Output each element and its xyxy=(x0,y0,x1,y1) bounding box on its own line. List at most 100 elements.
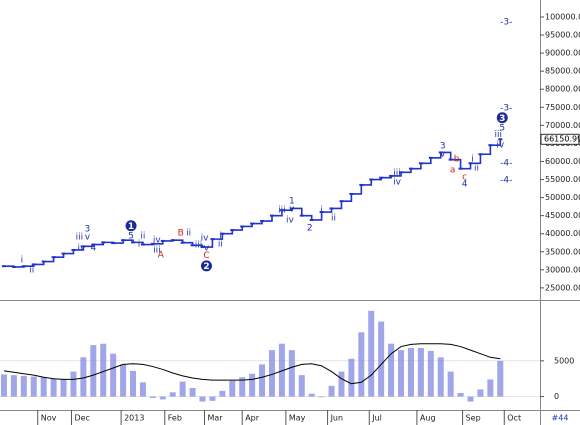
oscillator-bar xyxy=(368,310,375,397)
price-dash xyxy=(339,200,344,203)
price-dash xyxy=(379,176,384,179)
wave-label: 1 xyxy=(128,222,134,232)
x-tick-label: Jul xyxy=(371,414,382,423)
oscillator-bar xyxy=(288,350,295,397)
oscillator-bar xyxy=(0,374,7,397)
y-tick-label: 50000.00 xyxy=(545,193,580,202)
y-tick-label: 100000.00 xyxy=(545,12,580,21)
wave-label: i xyxy=(21,256,24,266)
y-tick-label: 45000.00 xyxy=(545,211,580,220)
y-tick-label: 0 xyxy=(554,392,559,401)
y-tick-label: 95000.00 xyxy=(545,31,580,40)
price-dash xyxy=(200,246,205,249)
oscillator-bar xyxy=(328,385,335,397)
price-dash xyxy=(389,174,394,177)
wave-label: v xyxy=(204,243,210,253)
wave-label: 2 xyxy=(203,262,209,272)
oscillator-bar xyxy=(417,348,424,397)
oscillator-bar xyxy=(388,343,395,397)
wave-label: 4 xyxy=(462,179,468,189)
y-tick-label: 80000.00 xyxy=(545,85,580,94)
oscillator-bar xyxy=(40,377,47,397)
oscillator-bar xyxy=(90,345,97,397)
wave-label: iv xyxy=(201,234,210,244)
wave-label: b xyxy=(454,154,460,164)
wave-circle xyxy=(125,220,137,232)
price-dash xyxy=(71,248,76,251)
oscillator-bar xyxy=(179,381,186,397)
price-dash xyxy=(101,241,106,244)
wave-label: iv xyxy=(286,215,295,225)
price-dash xyxy=(428,156,433,159)
oscillator-bar xyxy=(348,358,355,397)
oscillator-bar xyxy=(467,396,474,402)
oscillator-bar xyxy=(20,375,27,397)
price-dash xyxy=(458,167,463,170)
price-dash xyxy=(359,183,364,186)
price-dash xyxy=(61,252,66,255)
x-tick-label: Aug xyxy=(420,414,436,423)
price-dash xyxy=(41,260,46,263)
oscillator-bar xyxy=(110,353,117,397)
price-dash xyxy=(111,242,116,245)
wave-label: 3 xyxy=(84,225,90,235)
wave-label: C xyxy=(203,251,209,261)
wave-label: ii xyxy=(218,239,223,249)
wave-label: v xyxy=(440,149,446,159)
price-dash xyxy=(250,222,255,225)
wave-label: -4- xyxy=(500,175,512,185)
oscillator-bar xyxy=(139,382,146,397)
price-dash xyxy=(399,171,404,174)
y-tick-label: 25000.00 xyxy=(545,283,580,292)
last-value-box xyxy=(540,133,580,145)
price-dash xyxy=(240,225,245,228)
oscillator-bar xyxy=(60,379,67,397)
oscillator-bar xyxy=(30,376,37,397)
wave-label: 3 xyxy=(499,114,505,124)
price-dash xyxy=(468,162,473,165)
wave-label: ii xyxy=(474,163,479,173)
oscillator-bar xyxy=(239,377,246,397)
wave-label: 3 xyxy=(440,141,446,151)
price-dash xyxy=(418,162,423,165)
price-dash xyxy=(1,265,6,268)
price-dash xyxy=(329,207,334,210)
oscillator-bar xyxy=(298,375,305,397)
oscillator-bar xyxy=(209,396,216,401)
oscillator-bar xyxy=(487,379,494,397)
oscillator-bar xyxy=(199,396,206,402)
wave-circle xyxy=(200,260,212,272)
wave-label: i xyxy=(219,231,222,241)
wave-label: 4 xyxy=(90,243,96,253)
oscillator-bar xyxy=(219,390,226,397)
y-tick-label: 40000.00 xyxy=(545,229,580,238)
wave-label: 5 xyxy=(499,123,505,133)
oscillator-bar xyxy=(80,357,87,397)
oscillator-bar xyxy=(398,350,405,397)
wave-label: 2 xyxy=(307,223,313,233)
oscillator-bar xyxy=(50,378,57,397)
oscillator-bar xyxy=(189,388,196,397)
price-dash xyxy=(279,209,284,212)
price-dash xyxy=(478,153,483,156)
oscillator-bar xyxy=(268,350,275,397)
wave-label: i xyxy=(471,154,474,164)
x-tick-label: 2013 xyxy=(124,414,144,423)
oscillator-bar xyxy=(477,389,484,397)
wave-label: ii xyxy=(29,265,34,275)
x-tick-label: Dec xyxy=(74,414,89,423)
price-dash xyxy=(11,265,16,268)
wave-label: a xyxy=(450,165,456,175)
wave-label: A xyxy=(158,251,165,261)
x-tick-label: Nov xyxy=(41,414,57,423)
x-tick-label: Feb xyxy=(168,414,182,423)
y-tick-label: 35000.00 xyxy=(545,247,580,256)
oscillator-bar xyxy=(120,364,127,397)
price-dash xyxy=(150,242,155,245)
price-dash xyxy=(369,178,374,181)
price-dash xyxy=(299,214,304,217)
oscillator-bar xyxy=(278,343,285,397)
y-tick-label: 30000.00 xyxy=(545,265,580,274)
oscillator-bar xyxy=(437,357,444,397)
